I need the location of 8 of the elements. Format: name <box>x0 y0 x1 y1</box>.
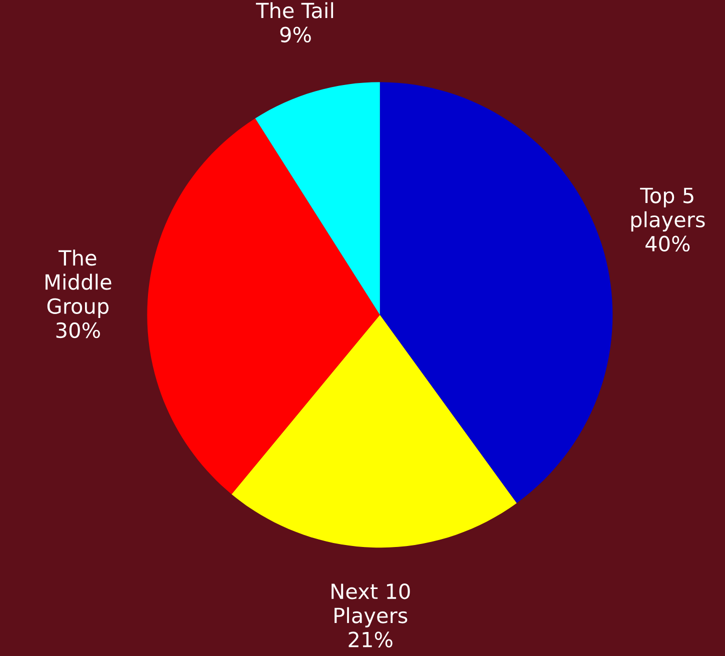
data-label: 21% <box>348 632 392 648</box>
slice-label: The Middle Group <box>46 250 112 318</box>
data-label: 9% <box>280 26 311 42</box>
data-label: 30% <box>56 322 100 338</box>
slice-label: The Tail <box>256 2 334 18</box>
slice-label: Next 10 Players <box>332 583 410 628</box>
slice-label: Top 5 players <box>631 188 705 232</box>
data-label: 40% <box>646 236 690 252</box>
